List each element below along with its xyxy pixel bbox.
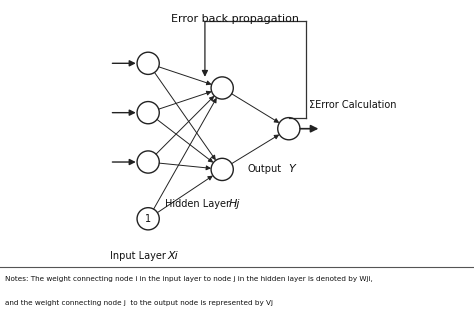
Text: and the weight connecting node j  to the output node is represented by Vj: and the weight connecting node j to the … <box>5 300 273 305</box>
Text: Y: Y <box>288 164 295 174</box>
Text: Output: Output <box>247 164 281 174</box>
Text: Error back propagation: Error back propagation <box>171 14 299 24</box>
Text: Input Layer: Input Layer <box>110 251 166 261</box>
Text: Hj: Hj <box>229 199 240 209</box>
Text: ΣError Calculation: ΣError Calculation <box>309 100 396 110</box>
Text: Hidden Layer: Hidden Layer <box>165 199 230 209</box>
Text: Notes: The weight connecting node i in the input layer to node j in the hidden l: Notes: The weight connecting node i in t… <box>5 276 373 282</box>
Text: Xi: Xi <box>167 251 178 261</box>
Text: 1: 1 <box>145 214 151 224</box>
